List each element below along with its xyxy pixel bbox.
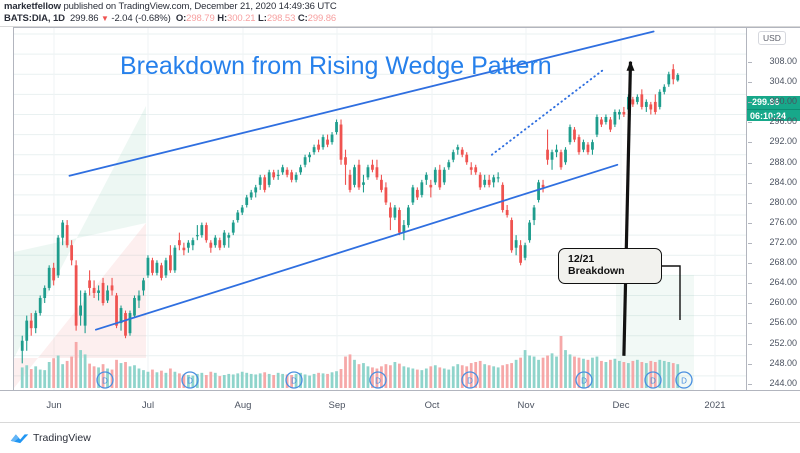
chart-footer: TradingView bbox=[0, 422, 800, 453]
price-tick-label: 284.00 bbox=[769, 176, 797, 187]
dividend-marker[interactable]: D bbox=[96, 371, 114, 389]
price-tick-mark bbox=[748, 182, 752, 184]
price-tick-mark bbox=[748, 82, 752, 84]
svg-text:D: D bbox=[375, 377, 381, 386]
price-tick-label: 304.00 bbox=[769, 76, 797, 87]
tradingview-logo-icon bbox=[10, 434, 29, 444]
current-price-tag: 299.86 bbox=[747, 95, 800, 109]
svg-text:D: D bbox=[581, 377, 587, 386]
author-name: marketfellow bbox=[4, 1, 61, 12]
open-value: 298.79 bbox=[186, 13, 215, 24]
chart-header: marketfellow published on TradingView.co… bbox=[0, 0, 800, 27]
close-value: 299.86 bbox=[307, 13, 337, 24]
time-tick-label: Jun bbox=[46, 400, 62, 411]
price-tick-label: 252.00 bbox=[769, 337, 797, 348]
time-axis[interactable]: Jun Jul Aug Sep Oct Nov Dec 2021 bbox=[0, 390, 800, 423]
header-divider bbox=[0, 26, 800, 27]
price-tick-mark bbox=[748, 283, 752, 285]
dividend-marker[interactable]: D bbox=[285, 371, 303, 389]
svg-text:D: D bbox=[187, 377, 193, 386]
price-tick-mark bbox=[748, 263, 752, 265]
price-tick-mark bbox=[748, 303, 752, 305]
price-axis[interactable]: USD 299.86 06:10:24 308.00 304.00 300.00 29… bbox=[746, 28, 800, 408]
price-tick-mark bbox=[748, 323, 752, 325]
dividend-marker[interactable]: D bbox=[369, 371, 387, 389]
last-price: 299.86 bbox=[70, 13, 99, 24]
svg-text:D: D bbox=[102, 377, 108, 386]
callout-label: Breakdown bbox=[568, 265, 625, 277]
price-tick-label: 288.00 bbox=[769, 156, 797, 167]
price-down-arrow-icon: ▼ bbox=[101, 14, 109, 23]
price-tick-mark bbox=[748, 162, 752, 164]
price-change: -2.04 (-0.68%) bbox=[111, 13, 171, 24]
price-tick-label: 300.00 bbox=[769, 96, 797, 107]
price-tick-mark bbox=[748, 202, 752, 204]
low-value: 298.53 bbox=[266, 13, 296, 24]
price-tick-label: 268.00 bbox=[769, 257, 797, 268]
price-tick-label: 248.00 bbox=[769, 357, 797, 368]
price-tick-label: 272.00 bbox=[769, 237, 797, 248]
chart-frame-top bbox=[14, 27, 800, 28]
time-tick-label: Dec bbox=[612, 400, 630, 411]
price-tick-mark bbox=[748, 343, 752, 345]
chart-frame-left bbox=[13, 27, 14, 390]
publication-line: marketfellow published on TradingView.co… bbox=[4, 1, 337, 12]
svg-text:D: D bbox=[291, 377, 297, 386]
svg-text:D: D bbox=[681, 377, 687, 386]
symbol-label[interactable]: BATS:DIA, 1D bbox=[4, 13, 65, 24]
price-tick-label: 256.00 bbox=[769, 317, 797, 328]
dividend-marker[interactable]: D bbox=[644, 371, 662, 389]
price-tick-mark bbox=[748, 383, 752, 385]
open-label: O: bbox=[175, 13, 187, 24]
price-tick-label: 296.00 bbox=[769, 116, 797, 127]
price-tick-label: 308.00 bbox=[769, 56, 797, 67]
dividend-marker[interactable]: D bbox=[461, 371, 479, 389]
time-tick-label: Sep bbox=[328, 400, 346, 411]
price-tick-label: 244.00 bbox=[769, 377, 797, 388]
close-label: C: bbox=[297, 13, 308, 24]
tradingview-brand-label: TradingView bbox=[33, 432, 91, 444]
price-tick-label: 264.00 bbox=[769, 277, 797, 288]
time-tick-label: Aug bbox=[234, 400, 252, 411]
high-label: H: bbox=[217, 13, 228, 24]
callout-date: 12/21 bbox=[568, 253, 595, 265]
time-tick-label: Jul bbox=[141, 400, 155, 411]
svg-text:D: D bbox=[467, 377, 473, 386]
currency-badge: USD bbox=[758, 31, 786, 45]
low-label: L: bbox=[258, 13, 267, 24]
symbol-quote-line: BATS:DIA, 1D 299.86 ▼ -2.04 (-0.68%) O:2… bbox=[4, 13, 336, 24]
price-tick-mark bbox=[748, 363, 752, 365]
time-tick-label: 2021 bbox=[704, 400, 726, 411]
price-tick-mark bbox=[748, 102, 752, 104]
svg-text:D: D bbox=[650, 377, 656, 386]
high-value: 300.21 bbox=[227, 13, 256, 24]
price-tick-label: 280.00 bbox=[769, 196, 797, 207]
price-tick-mark bbox=[748, 62, 752, 64]
price-tick-mark bbox=[748, 142, 752, 144]
dividend-marker[interactable]: D bbox=[181, 371, 199, 389]
price-tick-label: 260.00 bbox=[769, 297, 797, 308]
price-tick-label: 276.00 bbox=[769, 216, 797, 227]
price-tick-mark bbox=[748, 122, 752, 124]
time-tick-label: Oct bbox=[424, 400, 440, 411]
breakdown-callout-box[interactable]: 12/21 Breakdown bbox=[558, 248, 662, 284]
publication-meta: published on TradingView.com, December 2… bbox=[63, 1, 337, 12]
price-tick-label: 292.00 bbox=[769, 136, 797, 147]
price-tick-mark bbox=[748, 222, 752, 224]
dividend-marker[interactable]: D bbox=[675, 371, 693, 389]
bar-countdown-tag: 06:10:24 bbox=[747, 108, 800, 121]
price-tick-mark bbox=[748, 243, 752, 245]
dividend-marker[interactable]: D bbox=[575, 371, 593, 389]
time-tick-label: Nov bbox=[517, 400, 535, 411]
